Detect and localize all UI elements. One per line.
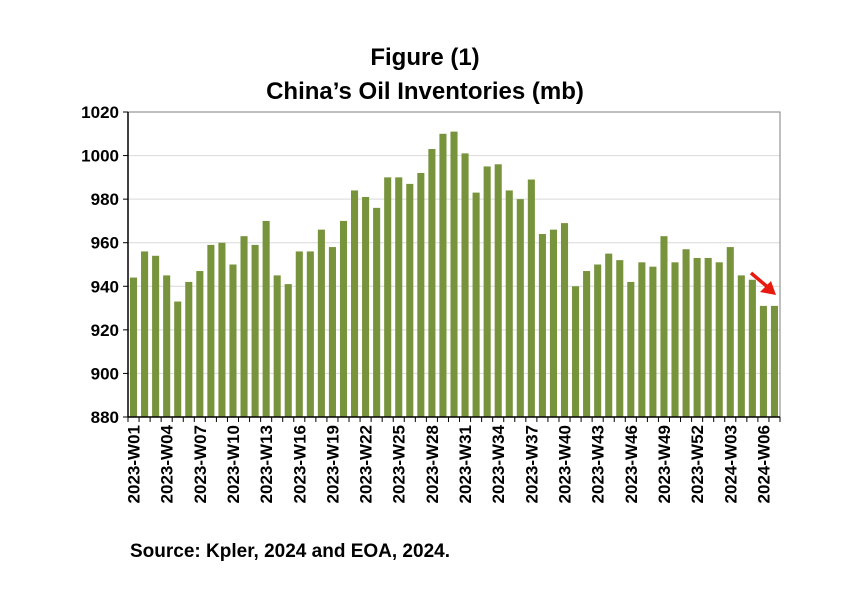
x-tick-label: 2024-W06	[754, 425, 773, 503]
bar	[439, 133, 447, 418]
bar	[306, 251, 314, 417]
bar	[549, 229, 557, 417]
bar	[229, 264, 237, 417]
trend-arrow-icon	[749, 271, 776, 295]
x-tick-label: 2023-W43	[589, 425, 608, 503]
bar	[682, 249, 690, 417]
x-tick-label: 2023-W28	[423, 425, 442, 503]
y-tick-label: 980	[91, 190, 119, 209]
y-tick-label: 1020	[81, 103, 119, 122]
bar	[538, 234, 546, 417]
x-tick-labels: 2023-W01 2023-W04 2023-W07 2023-W10 2023-W13…	[125, 424, 774, 503]
bar	[373, 207, 381, 417]
bar	[428, 149, 436, 418]
x-tick-label: 2023-W40	[556, 425, 575, 503]
axes	[123, 111, 781, 422]
bar	[494, 164, 502, 417]
bar	[218, 242, 226, 417]
bar	[594, 264, 602, 417]
x-tick-label: 2023-W25	[390, 425, 409, 503]
bar	[185, 281, 193, 417]
bar	[759, 305, 767, 417]
bar	[417, 173, 425, 417]
bar	[693, 257, 701, 417]
y-tick-label: 960	[91, 234, 119, 253]
bar	[605, 253, 613, 417]
bar	[384, 177, 392, 417]
bar	[284, 284, 292, 417]
y-tick-label: 880	[91, 408, 119, 427]
x-tick-label: 2023-W04	[158, 424, 177, 503]
x-tick-label: 2024-W03	[721, 425, 740, 503]
bar	[583, 271, 591, 417]
x-tick-label: 2023-W01	[125, 425, 144, 503]
x-tick-label: 2023-W37	[522, 425, 541, 503]
x-tick-label: 2023-W16	[290, 425, 309, 503]
chart-title-line-1: Figure (1)	[370, 44, 480, 71]
x-tick-label: 2023-W07	[191, 425, 210, 503]
bar	[317, 229, 325, 417]
bar	[572, 286, 580, 417]
x-tick-label: 2023-W22	[357, 425, 376, 503]
bar	[450, 131, 458, 417]
bar	[737, 275, 745, 417]
x-tick-label: 2023-W31	[456, 425, 475, 503]
bar	[251, 244, 259, 417]
bar	[273, 275, 281, 417]
bar	[704, 257, 712, 417]
y-tick-label: 900	[91, 364, 119, 383]
bar	[770, 305, 779, 417]
x-tick-label: 2023-W19	[323, 425, 342, 503]
x-tick-label: 2023-W46	[622, 425, 641, 503]
bar	[152, 255, 160, 417]
source-note: Source: Kpler, 2024 and EOA, 2024.	[130, 541, 450, 562]
bar	[351, 190, 359, 417]
x-tick-label: 2023-W49	[655, 425, 674, 503]
bar	[560, 223, 569, 417]
bar	[505, 190, 513, 417]
bar	[328, 247, 336, 417]
x-tick-label: 2023-W10	[224, 425, 243, 503]
bar	[660, 236, 668, 417]
bar	[196, 271, 204, 417]
bar	[207, 244, 215, 417]
bar	[240, 236, 248, 417]
bar	[141, 251, 149, 417]
chart-title-line-2: China’s Oil Inventories (mb)	[266, 78, 584, 105]
bar	[406, 183, 414, 417]
bar	[483, 166, 491, 417]
x-tick-label: 2023-W34	[489, 424, 508, 503]
bar	[638, 262, 646, 417]
bar	[616, 260, 624, 417]
bar	[748, 279, 756, 417]
bar	[395, 177, 403, 417]
bar	[129, 277, 138, 417]
bar	[163, 275, 171, 417]
bars	[129, 131, 779, 418]
bar	[461, 153, 469, 417]
bar	[174, 301, 182, 417]
bar	[295, 251, 303, 417]
bar	[362, 196, 370, 417]
y-tick-label: 1000	[81, 147, 119, 166]
bar	[516, 199, 524, 417]
bar	[339, 220, 348, 417]
bar	[671, 262, 679, 417]
y-tick-label: 920	[91, 321, 119, 340]
bar	[726, 247, 734, 417]
bar	[715, 262, 723, 417]
bar	[527, 179, 535, 417]
x-tick-label: 2023-W13	[257, 425, 276, 503]
bar	[472, 192, 480, 417]
bar	[649, 266, 657, 417]
bar	[627, 281, 635, 417]
bar	[262, 220, 270, 417]
y-tick-labels: 880 900 920 940 960 980 1000 1020	[81, 103, 119, 427]
x-tick-label: 2023-W52	[688, 425, 707, 503]
y-tick-label: 940	[91, 277, 119, 296]
